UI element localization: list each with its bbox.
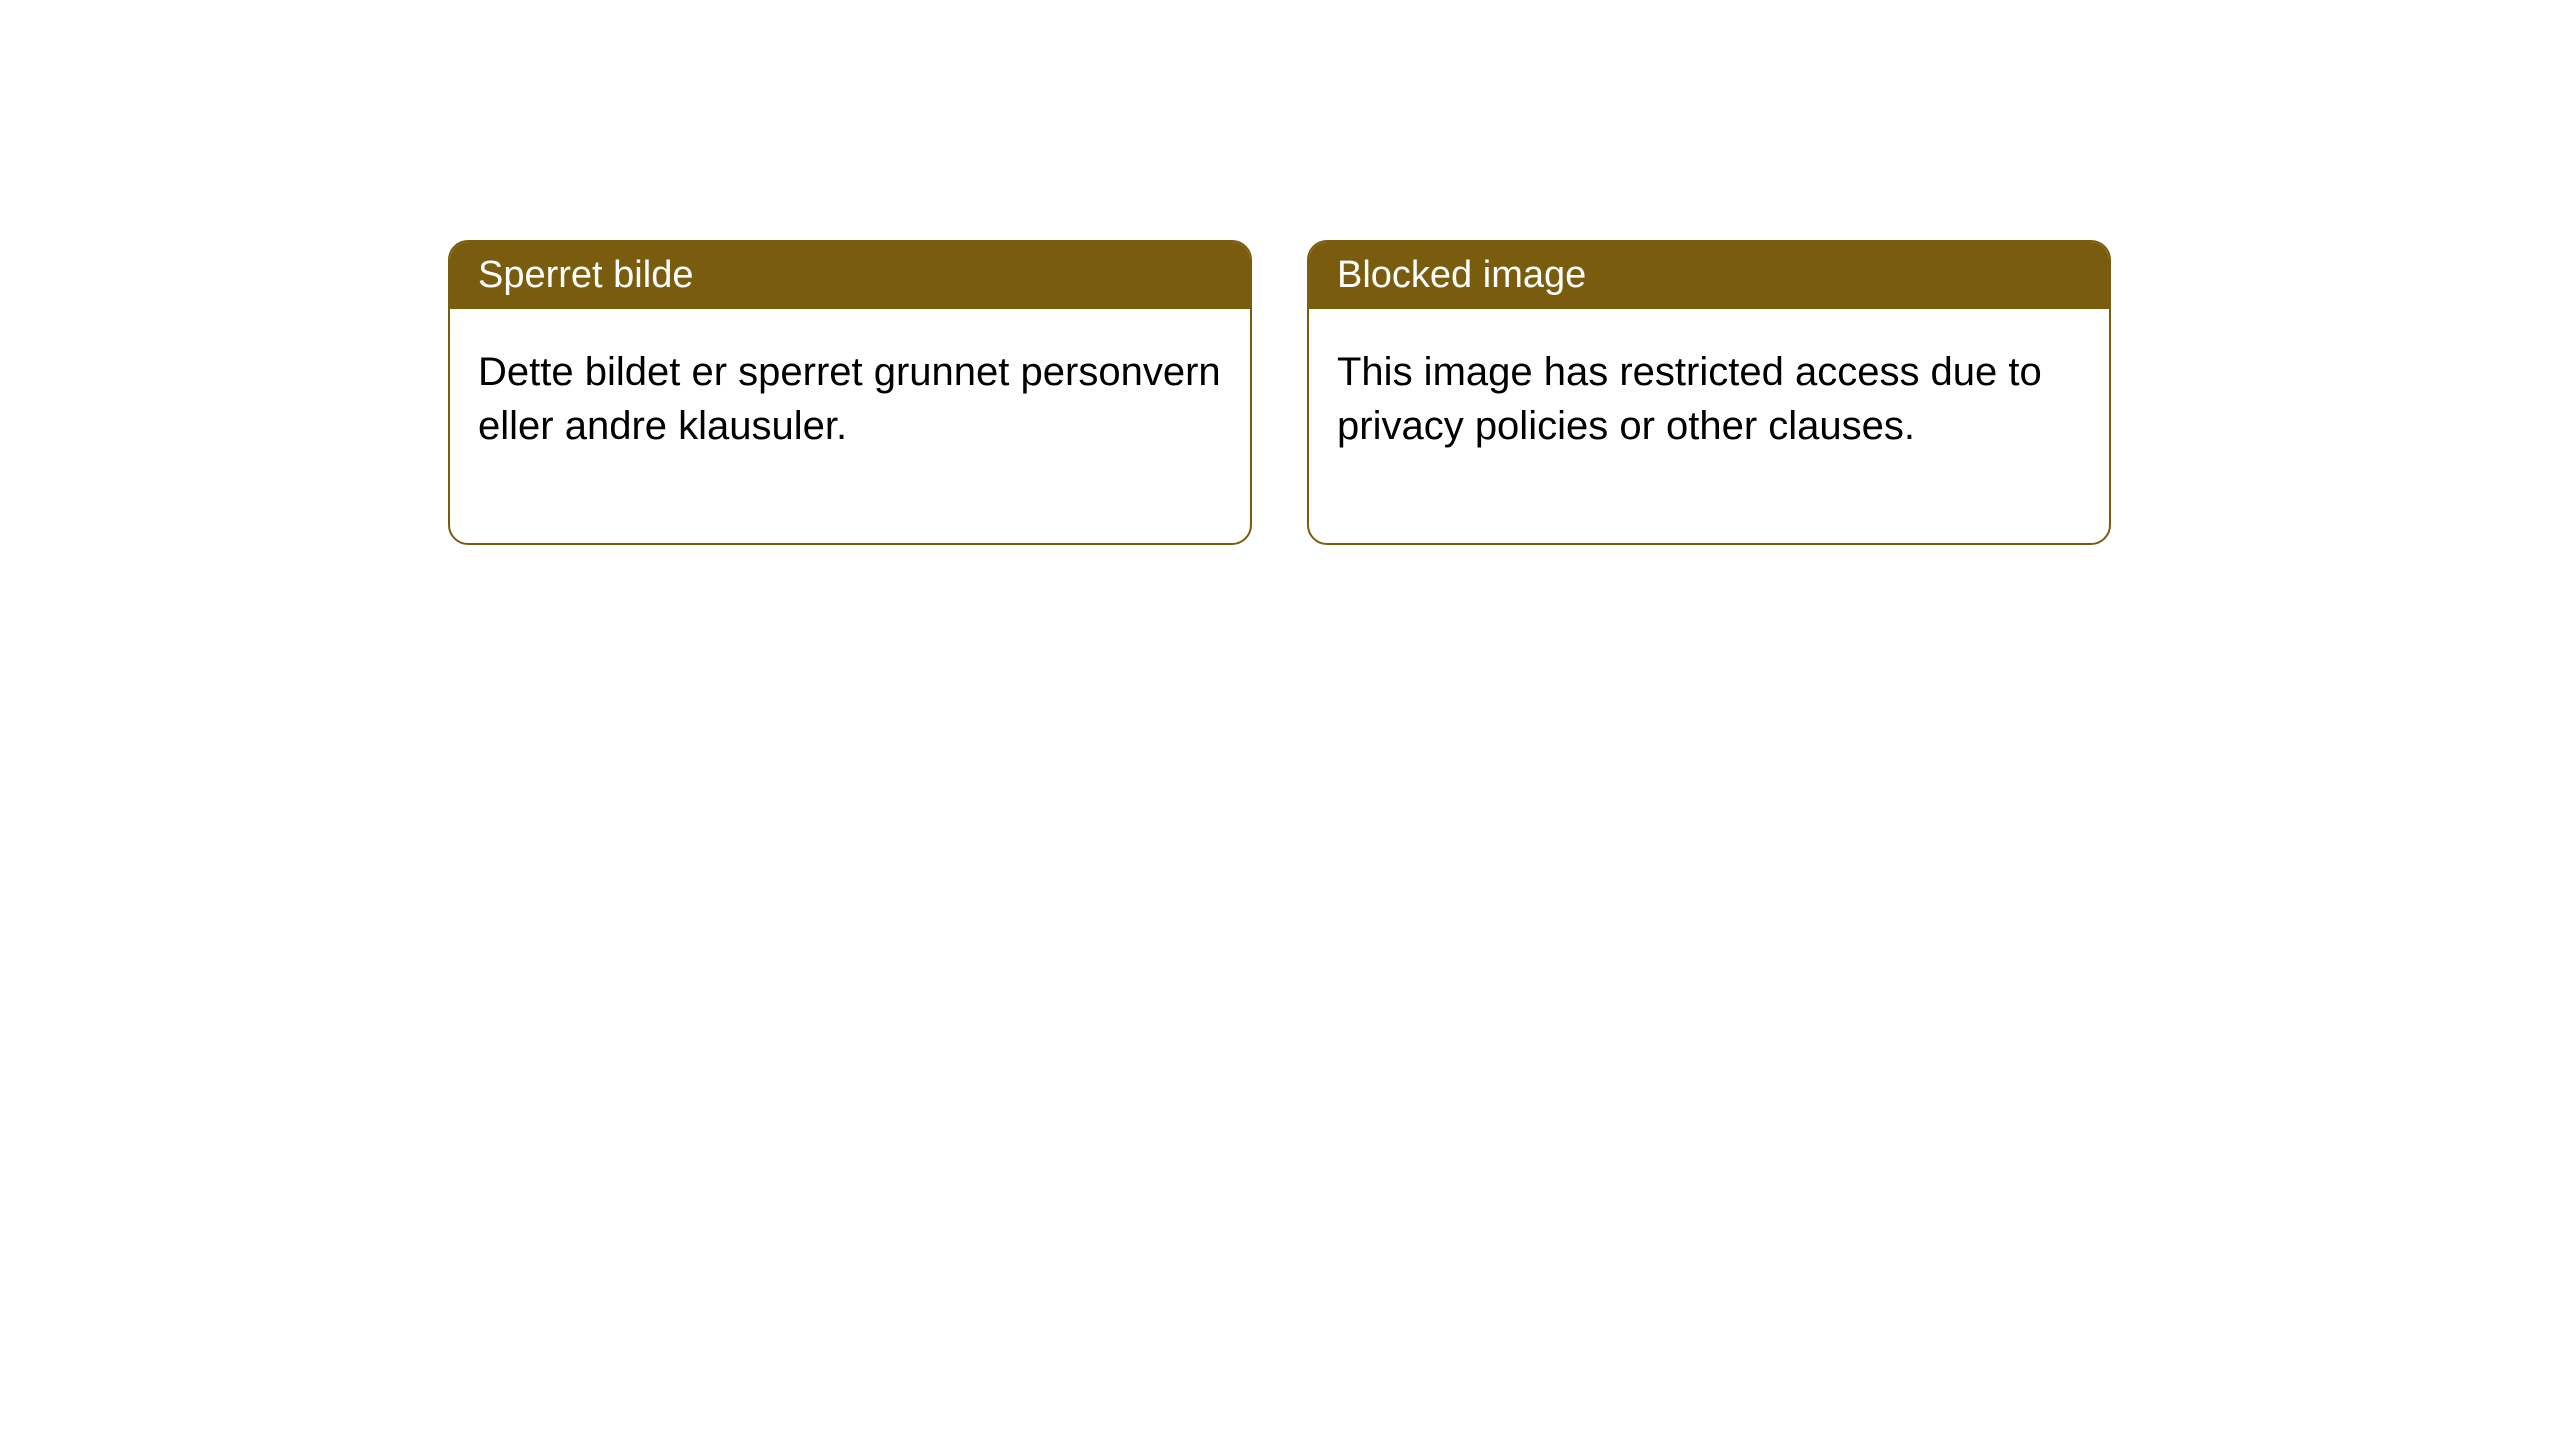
card-title: Blocked image	[1337, 254, 1586, 296]
card-body: Dette bildet er sperret grunnet personve…	[450, 309, 1250, 543]
notice-card-english: Blocked image This image has restricted …	[1307, 240, 2111, 545]
card-header: Sperret bilde	[450, 242, 1250, 309]
card-header: Blocked image	[1309, 242, 2109, 309]
card-title: Sperret bilde	[478, 254, 693, 296]
notice-card-norwegian: Sperret bilde Dette bildet er sperret gr…	[448, 240, 1252, 545]
card-body-text: Dette bildet er sperret grunnet personve…	[478, 350, 1221, 448]
notice-cards-container: Sperret bilde Dette bildet er sperret gr…	[0, 0, 2560, 545]
card-body-text: This image has restricted access due to …	[1337, 350, 2042, 448]
card-body: This image has restricted access due to …	[1309, 309, 2109, 543]
